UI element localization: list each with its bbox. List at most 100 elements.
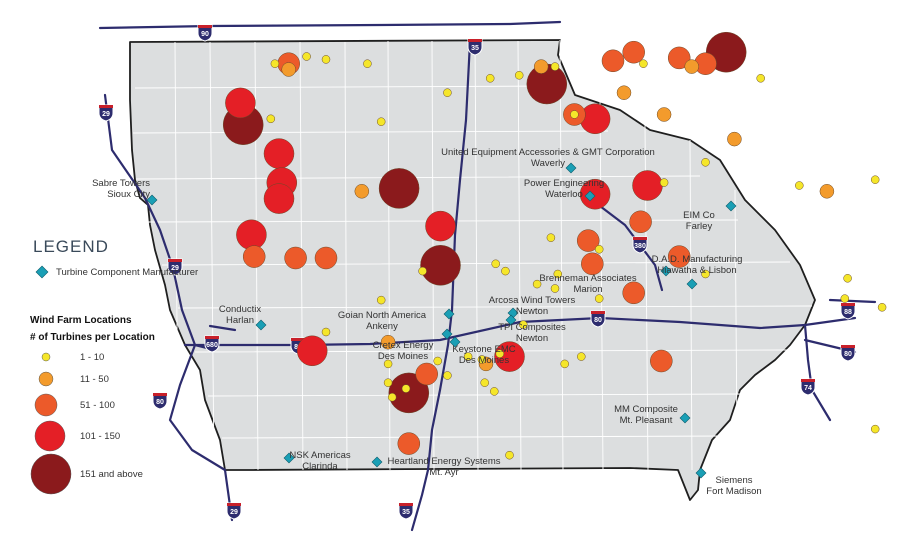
interstate-number: 35 xyxy=(471,45,479,52)
wind-farm-marker xyxy=(263,138,295,169)
wind-farm-marker xyxy=(616,85,632,100)
interstate-shield-icon xyxy=(590,310,606,328)
manufacturer-city: Ankeny xyxy=(366,321,398,332)
legend: LEGEND Turbine Component Manufacturer Wi… xyxy=(30,237,198,495)
i88-road xyxy=(828,298,877,304)
wind-farm-marker xyxy=(577,352,586,361)
wind-farm-marker xyxy=(266,114,276,124)
interstate-shield-icon xyxy=(98,104,114,122)
wind-farm-marker xyxy=(514,71,524,80)
interstate-shield-icon xyxy=(152,392,168,410)
interstate-shield-band xyxy=(841,303,855,306)
i80-road xyxy=(183,316,857,347)
manufacturer-city: Des Moines xyxy=(459,355,509,366)
wind-farm-marker xyxy=(576,229,600,252)
manufacturer-name: Brenneman Associates xyxy=(539,273,636,284)
manufacturer-diamond-icon xyxy=(443,308,455,320)
interstate-number: 80 xyxy=(844,351,852,358)
wind-farm-marker xyxy=(594,294,604,303)
legend-wind-title: Wind Farm Locations xyxy=(30,315,132,326)
manufacturer-diamond-icon xyxy=(371,456,383,468)
legend-swatch-1-10 xyxy=(41,352,51,362)
legend-label-51-100: 51 - 100 xyxy=(80,400,115,411)
interstate-shield-band xyxy=(591,311,605,314)
wind-farm-marker xyxy=(321,327,331,337)
wind-farm-marker xyxy=(363,59,372,68)
wind-farm-marker xyxy=(491,259,500,269)
interstate-shield-band xyxy=(153,393,167,396)
manufacturer-diamond-icon xyxy=(441,328,453,340)
wind-farm-marker xyxy=(684,59,699,74)
wind-farm-marker xyxy=(383,359,393,369)
manufacturer-diamond-icon xyxy=(725,200,737,212)
manufacturer-diamond-icon xyxy=(565,162,577,174)
wind-farm-marker xyxy=(632,170,663,201)
wind-farm-marker xyxy=(314,246,338,270)
wind-farm-marker xyxy=(388,372,430,414)
wind-farm-marker xyxy=(354,184,370,199)
wind-farm-marker xyxy=(387,392,397,402)
manufacturer-diamond-icon xyxy=(695,467,707,479)
i29-road xyxy=(103,93,234,522)
wind-farm-marker xyxy=(321,55,331,64)
wind-farm-marker xyxy=(659,178,669,187)
manufacturer-name: Arcosa Wind Towers xyxy=(489,295,576,306)
manufacturer-diamond-icon xyxy=(679,412,691,424)
legend-manufacturer-label: Turbine Component Manufacturer xyxy=(56,267,198,278)
wind-farm-marker xyxy=(420,245,461,286)
wind-farm-markers xyxy=(222,31,887,460)
manufacturer-city: Clarinda xyxy=(302,461,338,472)
wind-farm-marker xyxy=(532,279,542,289)
wind-farm-marker xyxy=(296,335,328,367)
interstate-shield-band xyxy=(633,237,647,240)
wind-farm-marker xyxy=(485,74,495,83)
wind-farm-marker xyxy=(443,371,452,380)
interstate-shield-icon xyxy=(398,502,414,520)
wind-farm-marker xyxy=(594,245,604,254)
wind-farm-marker xyxy=(546,233,556,242)
wind-farm-marker xyxy=(490,387,499,396)
wind-farm-marker xyxy=(570,110,579,119)
wind-farm-marker xyxy=(477,355,487,364)
wind-farm-marker xyxy=(877,303,887,312)
wind-farm-marker xyxy=(284,246,307,270)
wind-farm-marker xyxy=(622,40,645,64)
wind-farm-marker xyxy=(443,88,452,97)
wind-farm-marker xyxy=(519,320,528,329)
manufacturer-name: Siemens xyxy=(716,475,753,486)
wind-farm-marker xyxy=(553,269,563,279)
legend-label-101-150: 101 - 150 xyxy=(80,431,120,442)
wind-farm-marker xyxy=(727,131,742,147)
manufacturer-name: Goian North America xyxy=(338,310,427,321)
wind-farm-marker xyxy=(418,266,427,276)
interstate-shield-band xyxy=(227,503,241,506)
manufacturer-city: Sioux City xyxy=(107,189,150,200)
wind-farm-marker xyxy=(581,252,604,276)
i90-road xyxy=(98,20,562,30)
wind-farm-marker xyxy=(397,432,421,455)
interstate-number: 29 xyxy=(102,111,110,118)
interstate-shield-icon xyxy=(204,335,220,353)
wind-farm-marker xyxy=(270,59,280,68)
legend-label-1-10: 1 - 10 xyxy=(80,352,104,363)
legend-swatch-11-50 xyxy=(38,371,54,387)
wind-farm-marker xyxy=(629,210,652,234)
wind-farm-marker xyxy=(701,269,710,279)
manufacturer-name: Power Engineering xyxy=(524,178,604,189)
interstate-shield-band xyxy=(168,259,182,262)
manufacturer-city: Waverly xyxy=(531,158,565,169)
wind-farm-marker xyxy=(840,294,850,303)
iowa-state-shape xyxy=(129,39,816,501)
manufacturer-name: Sabre Towers xyxy=(92,178,150,189)
manufacturer-city: Waterloo xyxy=(545,189,583,200)
i74-road xyxy=(803,323,832,422)
manufacturer-city: Newton xyxy=(516,306,548,317)
wind-farm-marker xyxy=(560,359,569,369)
wind-farm-marker xyxy=(819,184,835,199)
wind-farm-marker xyxy=(495,349,505,358)
manufacturer-city: Newton xyxy=(516,333,548,344)
manufacturer-city: Des Moines xyxy=(378,351,428,362)
wind-farm-marker xyxy=(795,181,804,190)
interstate-shield-icon xyxy=(197,24,213,42)
wind-farm-marker xyxy=(667,46,691,70)
